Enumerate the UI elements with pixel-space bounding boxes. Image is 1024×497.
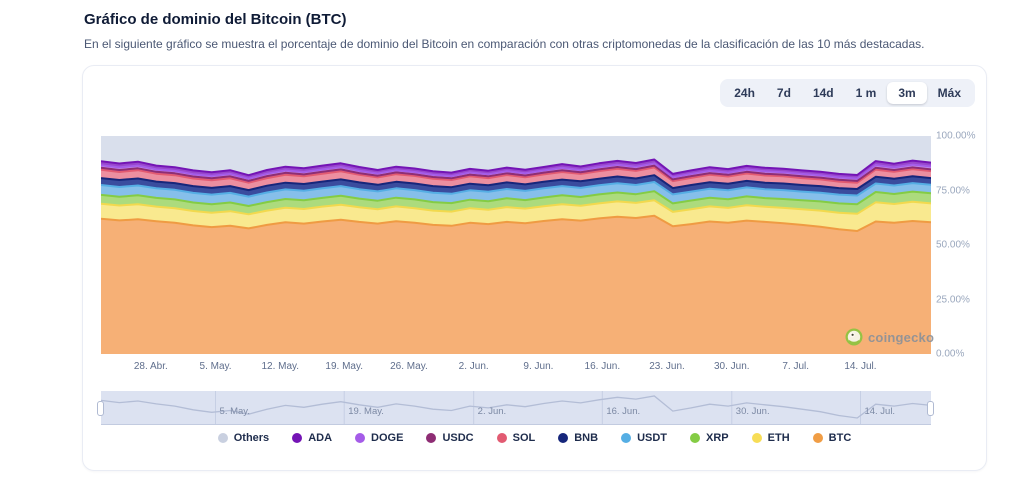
legend-label: XRP [706,432,729,444]
legend-dot-doge [355,433,366,443]
time-range-selector: 24h 7d 14d 1 m 3m Máx [720,79,975,107]
legend-label: USDT [637,432,668,444]
chart-card: 24h 7d 14d 1 m 3m Máx 100.00% 75.00% 50.00% 25.0… [82,65,987,471]
legend-label: BTC [828,432,852,444]
x-axis-label: 5. May. [199,361,232,372]
legend-label: Others [233,432,270,444]
x-axis-label: 16. Jun. [584,361,621,372]
chart-legend: Others ADA DOGE USDC SOL BNB USDT XRP ETH BTC [83,432,986,444]
y-axis-label: 25.00% [936,294,970,305]
time-range-button-3m[interactable]: 3m [887,82,927,104]
y-axis-label: 0.00% [936,348,965,360]
x-axis-label: 12. May. [261,361,300,372]
legend-item-xrp[interactable]: XRP [690,432,729,444]
page-title: Gráfico de dominio del Bitcoin (BTC) [84,11,347,28]
legend-label: DOGE [371,432,404,444]
legend-dot-others [217,433,228,443]
legend-dot-usdc [426,433,437,443]
coingecko-gecko-icon [845,328,863,346]
legend-item-usdt[interactable]: USDT [621,432,667,444]
legend-dot-usdt [621,433,632,443]
legend-dot-btc [812,433,823,443]
x-axis-label: 30. Jun. [714,361,750,372]
legend-item-usdc[interactable]: USDC [426,432,474,444]
legend-label: ADA [308,432,333,444]
legend-item-doge[interactable]: DOGE [355,432,403,444]
time-range-button-1m[interactable]: 1 m [845,82,888,104]
time-range-button-máx[interactable]: Máx [927,82,972,104]
legend-dot-ada [292,433,303,443]
x-axis-label: 26. May. [390,361,428,372]
time-range-button-14d[interactable]: 14d [802,82,845,104]
navigator-date-label: 2. Jun. [477,406,507,417]
navigator-left-handle[interactable] [97,401,104,416]
page-subtitle: En el siguiente gráfico se muestra el po… [84,37,925,51]
x-axis-label: 14. Jul. [844,361,877,372]
y-axis-label: 100.00% [936,130,976,142]
dominance-stacked-area-chart[interactable] [101,136,931,354]
legend-dot-xrp [690,433,701,443]
x-axis-label: 2. Jun. [458,361,489,372]
x-axis-label: 7. Jul. [782,361,810,372]
y-axis-label: 75.00% [936,185,970,196]
legend-dot-sol [496,433,507,443]
chart-canvas[interactable] [101,136,931,354]
coingecko-watermark: coingecko [845,328,934,346]
legend-dot-eth [751,433,762,443]
legend-label: USDC [442,432,474,444]
legend-label: ETH [767,432,790,444]
legend-label: BNB [574,432,599,444]
legend-item-bnb[interactable]: BNB [558,432,598,444]
legend-item-eth[interactable]: ETH [751,432,790,444]
legend-item-sol[interactable]: SOL [496,432,536,444]
x-axis-label: 28. Abr. [133,361,168,372]
coingecko-watermark-label: coingecko [868,329,935,345]
navigator-date-label: 5. May. [219,406,250,417]
navigator-date-label: 16. Jun. [606,406,641,417]
legend-item-others[interactable]: Others [217,432,270,444]
navigator-right-handle[interactable] [927,401,934,416]
navigator-date-label: 30. Jun. [735,406,770,417]
legend-item-btc[interactable]: BTC [812,432,852,444]
navigator-date-label: 19. May. [348,406,384,417]
range-navigator[interactable] [100,391,932,425]
time-range-button-7d[interactable]: 7d [766,82,802,104]
legend-item-ada[interactable]: ADA [292,432,332,444]
legend-dot-bnb [558,433,569,443]
x-axis-label: 19. May. [325,361,363,372]
navigator-canvas[interactable] [100,391,932,424]
x-axis-label: 23. Jun. [649,361,685,372]
time-range-button-24h[interactable]: 24h [723,82,766,104]
navigator-date-label: 14. Jul. [864,406,896,417]
legend-label: SOL [512,432,536,444]
y-axis-label: 50.00% [936,239,970,251]
x-axis-label: 9. Jun. [523,361,554,372]
